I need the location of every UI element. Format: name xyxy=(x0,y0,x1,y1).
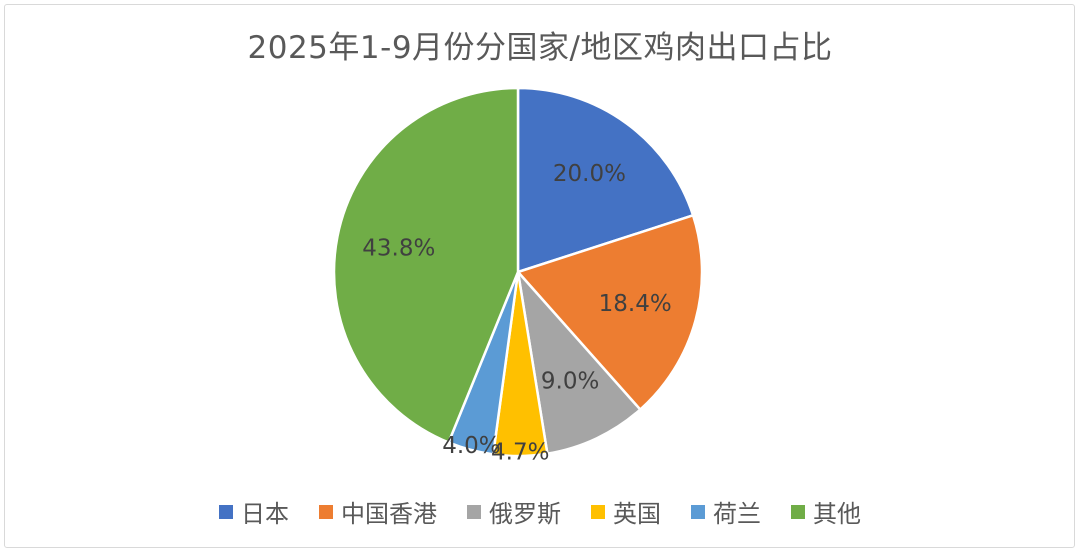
pie-slice-2 xyxy=(516,214,704,411)
legend-label-6: 其他 xyxy=(813,500,861,528)
legend-label-3: 俄罗斯 xyxy=(489,500,561,528)
legend-swatch-5 xyxy=(691,504,705,519)
legend-swatch-1 xyxy=(219,504,233,519)
pie-slice-3 xyxy=(516,270,642,455)
data-label-2: 18.4% xyxy=(599,291,672,317)
legend: 日本 中国香港 俄罗斯 英国 荷兰 其他 xyxy=(0,494,1080,529)
legend-label-1: 日本 xyxy=(241,500,289,528)
legend-label-2: 中国香港 xyxy=(341,500,437,528)
legend-item-2: 中国香港 xyxy=(319,494,437,529)
legend-item-6: 其他 xyxy=(791,494,861,529)
legend-item-3: 俄罗斯 xyxy=(467,494,561,529)
legend-swatch-2 xyxy=(319,504,333,519)
legend-label-5: 荷兰 xyxy=(713,500,761,528)
legend-swatch-6 xyxy=(791,504,805,519)
chart-title: 2025年1-9月份分国家/地区鸡肉出口占比 xyxy=(247,30,833,66)
legend-item-1: 日本 xyxy=(219,494,289,529)
data-label-6: 43.8% xyxy=(362,236,435,262)
legend-item-5: 荷兰 xyxy=(691,494,761,529)
legend-label-4: 英国 xyxy=(613,500,661,528)
pie-slice-6 xyxy=(332,86,520,444)
pie-slice-1 xyxy=(516,86,695,274)
data-label-5: 4.0% xyxy=(442,433,500,459)
legend-swatch-3 xyxy=(467,504,481,519)
legend-swatch-4 xyxy=(591,504,605,519)
data-label-3: 9.0% xyxy=(541,369,599,395)
legend-item-4: 英国 xyxy=(591,494,661,529)
data-label-1: 20.0% xyxy=(553,161,626,187)
data-label-4: 4.7% xyxy=(491,439,549,465)
